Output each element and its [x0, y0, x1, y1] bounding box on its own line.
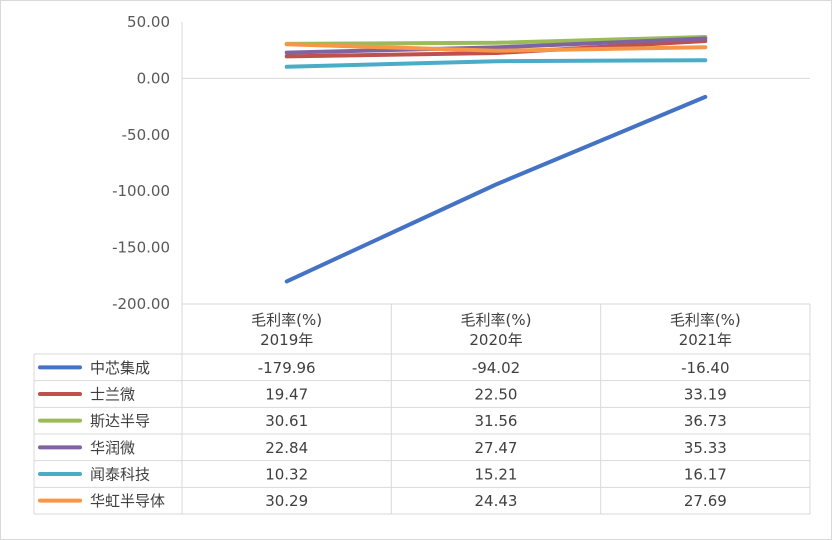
- series-line-2: [284, 35, 708, 46]
- series-name: 中芯集成: [90, 359, 150, 377]
- data-label: 10.32: [265, 466, 308, 484]
- category-label: 毛利率(%): [251, 311, 322, 329]
- data-label: 27.47: [475, 439, 518, 457]
- series-line-5: [284, 42, 708, 53]
- data-label: -16.40: [681, 359, 729, 377]
- series-name: 斯达半导: [90, 412, 150, 430]
- series-line-4: [284, 58, 708, 69]
- series-line-3: [284, 36, 708, 55]
- series-name: 华润微: [90, 439, 135, 457]
- series-name: 士兰微: [90, 386, 135, 404]
- data-label: 31.56: [475, 412, 518, 430]
- series-lines: [284, 35, 708, 284]
- data-label: -94.02: [472, 359, 520, 377]
- y-axis-ticks: 50.00 0.00 -50.00 -100.00 -150.00 -200.00: [112, 13, 170, 313]
- data-label: 30.61: [265, 412, 308, 430]
- series-name: 华虹半导体: [90, 492, 165, 510]
- series-line-1: [284, 39, 708, 59]
- y-tick-label: -150.00: [112, 239, 170, 257]
- category-label: 2020年: [469, 331, 522, 349]
- y-tick-label: -200.00: [112, 295, 170, 313]
- data-label: 30.29: [265, 492, 308, 510]
- data-label: 24.43: [475, 492, 518, 510]
- category-label: 毛利率(%): [670, 311, 741, 329]
- series-name: 闻泰科技: [90, 466, 150, 484]
- y-tick-label: 50.00: [127, 13, 170, 31]
- y-tick-label: -100.00: [112, 182, 170, 200]
- category-label: 毛利率(%): [461, 311, 532, 329]
- data-label: -179.96: [258, 359, 316, 377]
- y-tick-label: 0.00: [137, 69, 170, 87]
- y-tick-label: -50.00: [122, 126, 170, 144]
- data-label: 22.84: [265, 439, 308, 457]
- data-label: 36.73: [684, 412, 727, 430]
- data-label: 19.47: [265, 386, 308, 404]
- category-label: 2021年: [679, 331, 732, 349]
- data-label: 16.17: [684, 466, 727, 484]
- data-label: 33.19: [684, 386, 727, 404]
- data-label: 35.33: [684, 439, 727, 457]
- data-label: 27.69: [684, 492, 727, 510]
- category-label: 2019年: [260, 331, 313, 349]
- data-label: 22.50: [475, 386, 518, 404]
- series-line-0: [284, 94, 708, 284]
- data-label: 15.21: [475, 466, 518, 484]
